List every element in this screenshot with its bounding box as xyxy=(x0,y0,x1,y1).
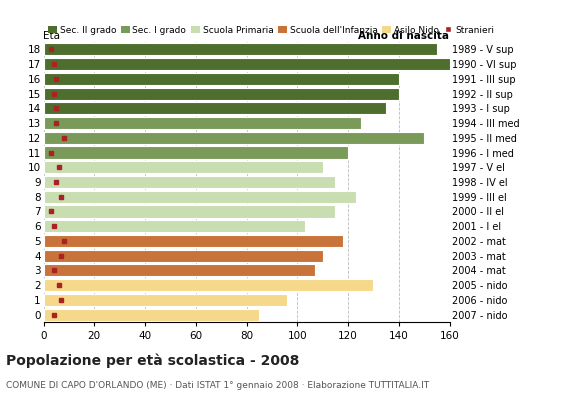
Legend: Sec. II grado, Sec. I grado, Scuola Primaria, Scuola dell'Infanzia, Asilo Nido, : Sec. II grado, Sec. I grado, Scuola Prim… xyxy=(48,26,494,35)
Text: Età: Età xyxy=(44,32,60,42)
Bar xyxy=(44,146,348,158)
Bar xyxy=(44,43,437,56)
Bar xyxy=(44,176,335,188)
Bar xyxy=(44,220,305,232)
Bar xyxy=(44,250,322,262)
Bar xyxy=(44,73,399,85)
Bar xyxy=(44,264,315,276)
Bar xyxy=(44,117,361,129)
Text: Anno di nascita: Anno di nascita xyxy=(358,32,450,42)
Bar xyxy=(44,88,399,100)
Bar xyxy=(44,206,335,218)
Bar xyxy=(44,102,386,114)
Bar xyxy=(44,58,450,70)
Bar xyxy=(44,235,343,247)
Bar xyxy=(44,308,259,321)
Text: Popolazione per età scolastica - 2008: Popolazione per età scolastica - 2008 xyxy=(6,354,299,368)
Bar xyxy=(44,279,374,291)
Bar xyxy=(44,294,287,306)
Text: COMUNE DI CAPO D'ORLANDO (ME) · Dati ISTAT 1° gennaio 2008 · Elaborazione TUTTIT: COMUNE DI CAPO D'ORLANDO (ME) · Dati IST… xyxy=(6,381,429,390)
Bar xyxy=(44,132,424,144)
Bar xyxy=(44,161,322,173)
Bar xyxy=(44,191,356,203)
